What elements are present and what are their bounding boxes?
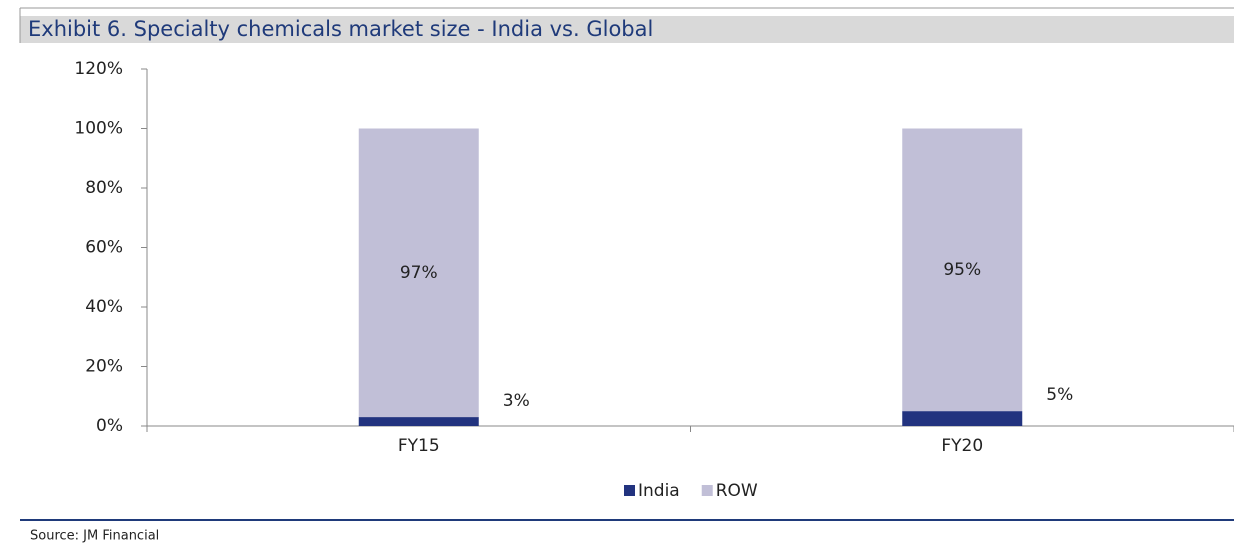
bar-segment	[358, 417, 479, 426]
chart-title: Exhibit 6. Specialty chemicals market si…	[28, 17, 653, 41]
bar-segment	[902, 411, 1023, 426]
x-tick-label: FY20	[941, 436, 983, 456]
source-note: Source: JM Financial	[30, 529, 159, 544]
x-tick-label: FY15	[398, 436, 440, 456]
legend-label: ROW	[716, 481, 758, 501]
data-label: 95%	[943, 260, 981, 280]
data-label: 97%	[400, 263, 438, 283]
y-tick-label: 100%	[74, 119, 123, 139]
y-tick-label: 0%	[96, 416, 123, 436]
y-tick-label: 20%	[85, 357, 123, 377]
data-label: 5%	[1046, 385, 1073, 405]
legend-label: India	[638, 481, 680, 501]
y-tick-label: 40%	[85, 297, 123, 317]
legend-swatch	[624, 485, 635, 496]
data-label: 3%	[503, 391, 530, 411]
legend-swatch	[701, 485, 713, 496]
y-tick-label: 80%	[85, 178, 123, 198]
y-tick-label: 120%	[74, 59, 123, 79]
bar-segment	[358, 128, 479, 418]
y-tick-label: 60%	[85, 238, 123, 258]
bar-segment	[902, 128, 1023, 412]
title-band	[20, 16, 1234, 43]
